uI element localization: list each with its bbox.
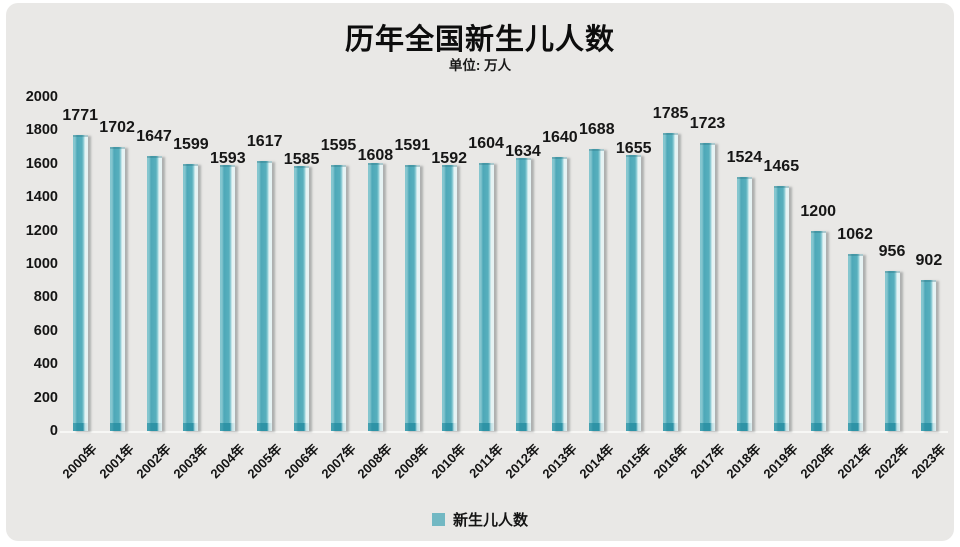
x-tick-label: 2005年 (244, 441, 285, 482)
x-tick-label: 2000年 (59, 441, 100, 482)
bar-value-label: 1465 (763, 158, 800, 176)
bar (441, 165, 457, 431)
bar (700, 143, 715, 431)
bar-value-label: 1608 (357, 147, 394, 165)
bar-value-label: 1655 (615, 139, 652, 157)
bar-value-label: 1771 (62, 107, 98, 125)
bar (220, 165, 236, 431)
bar (331, 164, 346, 432)
x-axis: 2000年 2001年 2002年 2003年 2004年 2005年 2006年 2007年… (60, 439, 949, 511)
x-tick-label: 2019年 (760, 441, 802, 482)
bar (109, 146, 125, 432)
x-tick-label: 2006年 (281, 441, 322, 482)
bar (72, 135, 88, 431)
y-tick-label: 600 (33, 322, 58, 339)
y-tick-label: 800 (33, 289, 58, 306)
x-tick-label: 2002年 (133, 441, 174, 482)
x-tick-label: 2013年 (539, 441, 580, 482)
y-tick-label: 1600 (25, 155, 58, 172)
bar (294, 166, 310, 431)
legend: 新生儿人数 (6, 509, 954, 530)
bar-value-label: 1591 (394, 137, 431, 155)
bar-value-label: 1593 (210, 149, 246, 167)
bar-value-label: 1200 (800, 202, 836, 220)
x-tick-label: 2004年 (207, 441, 248, 482)
x-tick-label: 2008年 (354, 441, 396, 482)
bar-value-label: 1062 (837, 225, 873, 243)
bar-value-label: 1785 (652, 104, 689, 122)
bar-value-label: 1599 (173, 135, 209, 153)
bar-value-label: 1688 (579, 121, 615, 139)
legend-label: 新生儿人数 (452, 512, 528, 529)
bar (257, 161, 273, 431)
y-tick-label: 2000 (25, 89, 58, 105)
y-tick-label: 1400 (25, 189, 58, 206)
x-axis-baseline (60, 431, 948, 433)
bar (552, 157, 568, 431)
bar (146, 156, 162, 431)
chart-card: 历年全国新生儿人数 单位: 万人 0 200 400 600 800 1000 1200 14… (6, 3, 954, 541)
y-tick-label: 1000 (25, 256, 58, 272)
x-tick-label: 2020年 (797, 441, 838, 482)
bar (773, 186, 789, 431)
y-tick-label: 400 (33, 356, 58, 373)
bar-value-label: 1617 (246, 132, 283, 150)
bar-value-label: 1640 (542, 129, 578, 147)
x-tick-label: 2014年 (576, 441, 617, 482)
x-tick-label: 2003年 (170, 441, 211, 482)
x-tick-label: 2010年 (428, 441, 469, 482)
bar (404, 165, 420, 431)
bar-value-label: 1647 (136, 127, 172, 145)
bar (626, 154, 642, 432)
bar-value-label: 1592 (431, 150, 467, 168)
x-tick-label: 2018年 (723, 441, 765, 482)
x-tick-label: 2015年 (613, 441, 654, 482)
bar (810, 230, 826, 432)
bar-value-label: 1723 (689, 115, 726, 133)
x-tick-label: 2011年 (466, 441, 506, 481)
y-tick-label: 0 (49, 423, 58, 439)
legend-swatch-icon (431, 513, 445, 526)
bar-value-label: 1585 (283, 151, 320, 169)
x-tick-label: 2022年 (871, 441, 912, 482)
bar-value-label: 1524 (726, 148, 763, 166)
plot-area: 1771 1702 1647 1599 1593 1617 1585 1595 1608 1591… (60, 97, 948, 433)
y-tick-label: 1200 (25, 222, 58, 239)
x-tick-label: 2012年 (502, 441, 543, 482)
y-axis: 0 200 400 600 800 1000 1200 1400 1600 1800 2000 (6, 89, 58, 439)
bar-value-label: 1634 (505, 143, 541, 161)
bar-value-label: 1595 (320, 136, 357, 154)
y-tick-label: 200 (33, 389, 58, 406)
bar (736, 176, 752, 431)
x-tick-label: 2009年 (391, 441, 433, 482)
bar (478, 163, 494, 431)
bar-value-label: 902 (915, 252, 943, 270)
x-tick-label: 2021年 (834, 441, 875, 482)
chart-title: 历年全国新生儿人数 (344, 24, 615, 56)
bar (921, 280, 937, 431)
x-tick-label: 2007年 (317, 441, 359, 482)
bar-value-label: 1604 (468, 135, 504, 153)
bar-value-label: 956 (878, 243, 906, 261)
bar (847, 253, 863, 432)
x-tick-label: 2001年 (96, 441, 137, 482)
x-tick-label: 2017年 (686, 441, 728, 482)
bar (183, 164, 199, 431)
bar-value-label: 1702 (99, 118, 135, 136)
bar (367, 162, 383, 431)
bar (884, 271, 900, 431)
bar (515, 158, 531, 431)
x-tick-label: 2023年 (908, 441, 949, 482)
x-tick-label: 2016年 (650, 441, 691, 482)
y-tick-label: 1800 (25, 122, 58, 139)
bar (663, 132, 679, 432)
bar (589, 149, 605, 431)
chart-subtitle: 单位: 万人 (448, 58, 512, 73)
